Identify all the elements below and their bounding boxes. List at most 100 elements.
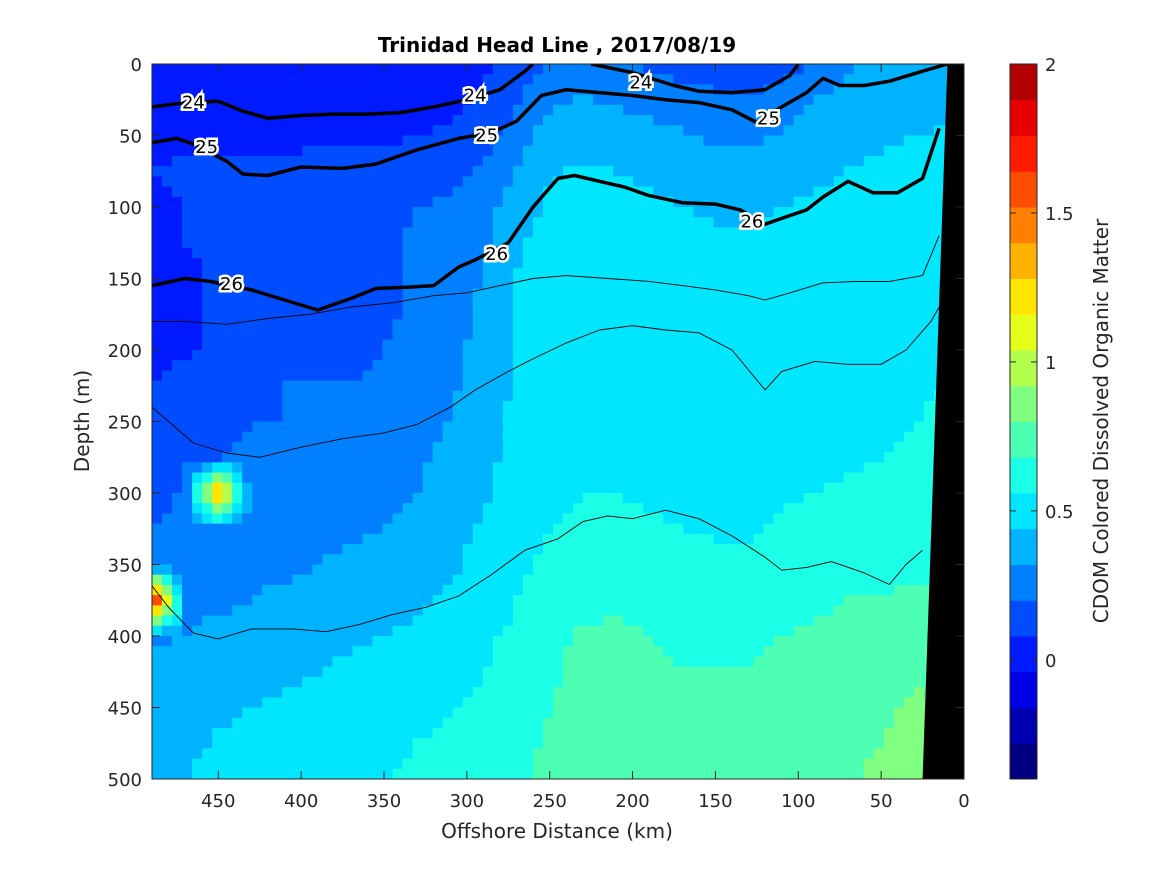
field-cell (332, 207, 344, 218)
field-cell (693, 176, 704, 188)
field-cell (723, 329, 735, 341)
field-cell (773, 493, 785, 504)
field-cell (472, 564, 484, 576)
field-cell (472, 605, 484, 617)
field-cell (823, 646, 835, 658)
field-cell (883, 411, 895, 423)
field-cell (813, 595, 825, 606)
field-cell (432, 196, 444, 208)
field-cell (492, 401, 504, 412)
field-cell (853, 595, 865, 606)
field-cell (252, 176, 263, 188)
field-cell (312, 247, 324, 259)
field-cell (212, 544, 223, 555)
field-cell (232, 84, 243, 96)
field-cell (563, 186, 574, 198)
field-cell (713, 574, 724, 586)
field-cell (893, 646, 905, 658)
field-cell (392, 196, 404, 208)
field-cell (683, 493, 694, 504)
field-cell (442, 584, 454, 596)
field-cell (522, 584, 534, 596)
field-cell (432, 554, 444, 566)
field-cell (292, 452, 303, 463)
field-cell (823, 155, 835, 167)
field-cell (793, 452, 805, 463)
field-cell (763, 237, 775, 249)
field-cell (262, 155, 273, 167)
field-cell (723, 390, 735, 402)
field-cell (442, 676, 454, 688)
field-cell (783, 401, 795, 412)
field-cell (893, 207, 905, 218)
field-cell (573, 401, 584, 412)
field-cell (573, 544, 584, 555)
field-cell (312, 503, 324, 515)
field-cell (843, 411, 855, 423)
field-cell (462, 104, 474, 116)
field-cell (512, 554, 524, 566)
field-cell (883, 615, 895, 627)
field-cell (693, 145, 704, 157)
field-cell (232, 513, 243, 525)
field-cell (753, 268, 765, 280)
field-cell (853, 421, 865, 433)
field-cell (903, 237, 915, 249)
field-cell (222, 309, 233, 320)
field-cell (162, 125, 173, 137)
field-cell (653, 166, 664, 177)
field-cell (322, 411, 334, 423)
field-cell (242, 166, 253, 177)
field-cell (653, 656, 664, 668)
field-cell (482, 217, 494, 229)
field-cell (482, 472, 494, 484)
field-cell (603, 390, 614, 402)
field-cell (552, 370, 564, 382)
field-cell (202, 196, 213, 208)
field-cell (172, 217, 183, 229)
field-cell (502, 441, 514, 453)
field-cell (833, 452, 845, 463)
field-cell (162, 605, 173, 617)
field-cell (703, 564, 714, 576)
field-cell (733, 64, 745, 75)
field-cell (252, 268, 263, 280)
field-cell (542, 656, 554, 668)
field-cell (312, 636, 324, 647)
field-cell (823, 237, 835, 249)
field-cell (392, 544, 404, 555)
field-cell (432, 503, 444, 515)
field-cell (162, 462, 173, 474)
field-cell (462, 411, 474, 423)
field-cell (242, 237, 253, 249)
field-cell (412, 207, 424, 218)
field-cell (222, 421, 233, 433)
field-cell (372, 247, 384, 259)
field-cell (412, 237, 424, 249)
field-cell (502, 574, 514, 586)
field-cell (703, 217, 714, 229)
field-cell (713, 636, 724, 647)
field-cell (172, 441, 183, 453)
field-cell (292, 411, 303, 423)
field-cell (472, 319, 484, 331)
field-cell (212, 605, 223, 617)
field-cell (673, 268, 684, 280)
field-cell (833, 390, 845, 402)
field-cell (182, 217, 193, 229)
field-cell (583, 605, 594, 617)
field-cell (262, 278, 273, 290)
field-cell (633, 166, 644, 177)
field-cell (723, 605, 735, 617)
field-cell (352, 687, 364, 698)
field-cell (292, 390, 303, 402)
field-cell (583, 196, 594, 208)
field-cell (242, 196, 253, 208)
field-cell (873, 74, 885, 86)
field-cell (192, 431, 203, 443)
field-cell (362, 462, 374, 474)
field-cell (342, 533, 354, 545)
field-cell (613, 298, 624, 310)
field-cell (552, 554, 564, 566)
field-cell (583, 421, 594, 433)
